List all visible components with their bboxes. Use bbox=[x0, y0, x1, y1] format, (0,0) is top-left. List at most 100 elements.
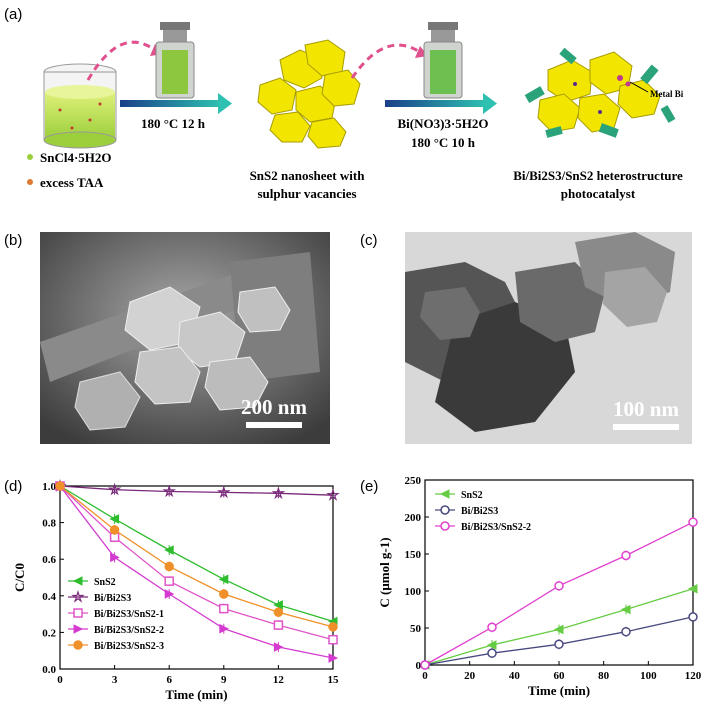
x-tick-label: 80 bbox=[598, 670, 610, 682]
legend-label-sns2: SnS2 bbox=[461, 490, 483, 501]
x-tick-label: 15 bbox=[328, 674, 340, 686]
data-point-bi-bi2s3 bbox=[107, 482, 122, 496]
legend-label-sns2: SnS2 bbox=[94, 577, 116, 588]
sem-micrograph: 200 nm bbox=[40, 232, 330, 444]
tem-scale-label: 100 nm bbox=[613, 397, 679, 421]
dashed-arrow-1 bbox=[86, 40, 156, 81]
product1-line1: SnS2 nanosheet with bbox=[250, 168, 366, 183]
data-point-bi-bi2s3-sns2-2 bbox=[328, 653, 339, 663]
data-point-sns2 bbox=[620, 604, 631, 615]
data-point-bi-bi2s3-sns2-3 bbox=[273, 607, 284, 618]
legend-label-bi-bi2s3: Bi/Bi2S3 bbox=[94, 593, 131, 604]
beaker-icon bbox=[43, 63, 117, 149]
x-tick-label: 3 bbox=[112, 674, 118, 686]
x-tick-label: 0 bbox=[422, 670, 428, 682]
dashed-arrow-2 bbox=[350, 43, 421, 79]
y-tick-label: 50 bbox=[410, 623, 422, 635]
data-point-bi-bi2s3 bbox=[487, 648, 497, 658]
y-tick-label: 0.4 bbox=[42, 591, 56, 603]
sns2-nanosheet-cluster bbox=[257, 39, 361, 149]
data-point-bi-bi2s3 bbox=[326, 488, 340, 501]
legend-marker-bi-bi2s3-sns2-2 bbox=[73, 624, 84, 634]
data-point-bi-bi2s3-sns2-2 bbox=[420, 660, 430, 670]
legend-label-bi-bi2s3-sns2-1: Bi/Bi2S3/SnS2-1 bbox=[94, 609, 164, 620]
data-point-sns2 bbox=[218, 574, 229, 585]
data-point-bi-bi2s3 bbox=[217, 485, 231, 499]
data-point-bi-bi2s3-sns2-2 bbox=[273, 642, 284, 652]
series-line-bi-bi2s3-sns2-2 bbox=[59, 485, 334, 659]
reagent-dot-2 bbox=[27, 179, 33, 185]
autoclave-icon-2 bbox=[423, 22, 463, 99]
data-point-bi-bi2s3-sns2-3 bbox=[55, 481, 65, 491]
data-point-bi-bi2s3-sns2-2 bbox=[554, 581, 564, 591]
reagent-2-label: excess TAA bbox=[40, 175, 104, 190]
panel-e-label: (e) bbox=[360, 478, 379, 495]
y-tick-label: 0.0 bbox=[42, 664, 56, 676]
data-point-bi-bi2s3-sns2-3 bbox=[109, 525, 120, 535]
data-point-bi-bi2s3-sns2-2 bbox=[688, 517, 698, 527]
y-tick-label: 100 bbox=[405, 586, 422, 598]
product1-line2: sulphur vacancies bbox=[257, 186, 356, 201]
process-arrow-1 bbox=[120, 93, 232, 114]
y-axis-label: C/C0 bbox=[12, 563, 27, 592]
data-point-bi-bi2s3-sns2-3 bbox=[164, 561, 174, 572]
legend-label-bi-bi2s3-sns2-2: Bi/Bi2S3/SnS2-2 bbox=[94, 625, 164, 636]
x-tick-label: 12 bbox=[273, 674, 285, 686]
data-point-bi-bi2s3-sns2-3 bbox=[328, 622, 338, 632]
series-line-sns2 bbox=[59, 485, 334, 623]
y-tick-label: 200 bbox=[405, 512, 422, 524]
panel-a-label: (a) bbox=[4, 6, 23, 23]
x-tick-label: 0 bbox=[57, 674, 63, 686]
legend-marker-bi-bi2s3 bbox=[71, 589, 85, 603]
synthesis-schematic: 180 °C 12 h Bi(NO3)3·5H2O 180 °C 10 h bbox=[27, 22, 684, 201]
y-tick-label: 1.0 bbox=[42, 481, 56, 493]
data-point-bi-bi2s3-sns2-1 bbox=[328, 634, 338, 645]
y-tick-label: 0.6 bbox=[42, 554, 56, 566]
reagent-1-label: SnCl4·5H2O bbox=[40, 150, 112, 165]
data-point-bi-bi2s3 bbox=[554, 639, 564, 650]
data-point-bi-bi2s3-sns2-1 bbox=[273, 620, 284, 630]
x-tick-label: 120 bbox=[685, 670, 702, 682]
data-point-sns2 bbox=[109, 514, 120, 524]
panel-d-label: (d) bbox=[4, 478, 23, 495]
data-point-bi-bi2s3 bbox=[271, 486, 286, 500]
data-point-bi-bi2s3-sns2-2 bbox=[219, 623, 229, 634]
legend-marker-bi-bi2s3-sns2-2 bbox=[440, 521, 450, 531]
data-point-sns2 bbox=[486, 640, 497, 650]
y-tick-label: 150 bbox=[405, 549, 422, 561]
y-tick-label: 0.2 bbox=[42, 627, 56, 639]
legend-label-bi-bi2s3-sns2-2: Bi/Bi2S3/SnS2-2 bbox=[461, 522, 531, 533]
data-point-bi-bi2s3 bbox=[621, 626, 631, 637]
data-point-sns2 bbox=[164, 545, 174, 555]
data-point-bi-bi2s3-sns2-1 bbox=[164, 576, 174, 586]
data-point-bi-bi2s3-sns2-1 bbox=[219, 603, 229, 614]
data-point-bi-bi2s3-sns2-2 bbox=[164, 589, 175, 599]
series-line-bi-bi2s3-sns2-3 bbox=[59, 485, 334, 628]
x-tick-label: 100 bbox=[640, 670, 657, 682]
plot-frame bbox=[59, 485, 334, 670]
y-tick-label: 0 bbox=[416, 660, 422, 672]
product2-line2: photocatalyst bbox=[561, 186, 636, 201]
tem-scale-bar bbox=[613, 424, 679, 430]
y-axis-label: C (μmol g-1) bbox=[377, 537, 392, 607]
x-tick-label: 40 bbox=[509, 670, 521, 682]
series-line-bi-bi2s3-sns2-1 bbox=[59, 485, 334, 641]
sem-scale-label: 200 nm bbox=[241, 395, 307, 419]
chart-e: 0 20 40 60 80 100 120 0 50 100 150 200 250 Time (min)… bbox=[377, 475, 702, 698]
sem-scale-bar bbox=[246, 422, 302, 428]
panel-c-label: (c) bbox=[360, 232, 378, 249]
legend-marker-bi-bi2s3 bbox=[440, 505, 450, 515]
data-point-bi-bi2s3-sns2-2 bbox=[487, 622, 497, 633]
step2-condition: 180 °C 10 h bbox=[411, 135, 476, 150]
series-line-bi-bi2s3 bbox=[59, 485, 334, 496]
heterostructure-cluster bbox=[524, 47, 676, 138]
data-point-sns2 bbox=[687, 583, 698, 594]
process-arrow-2 bbox=[385, 93, 497, 114]
legend-label-bi-bi2s3: Bi/Bi2S3 bbox=[461, 506, 498, 517]
x-axis-label: Time (min) bbox=[165, 687, 227, 702]
x-tick-label: 9 bbox=[221, 674, 227, 686]
metal-bi-label: Metal Bi bbox=[650, 89, 684, 99]
y-tick-label: 250 bbox=[405, 475, 422, 487]
data-point-bi-bi2s3-sns2-2 bbox=[621, 550, 631, 561]
